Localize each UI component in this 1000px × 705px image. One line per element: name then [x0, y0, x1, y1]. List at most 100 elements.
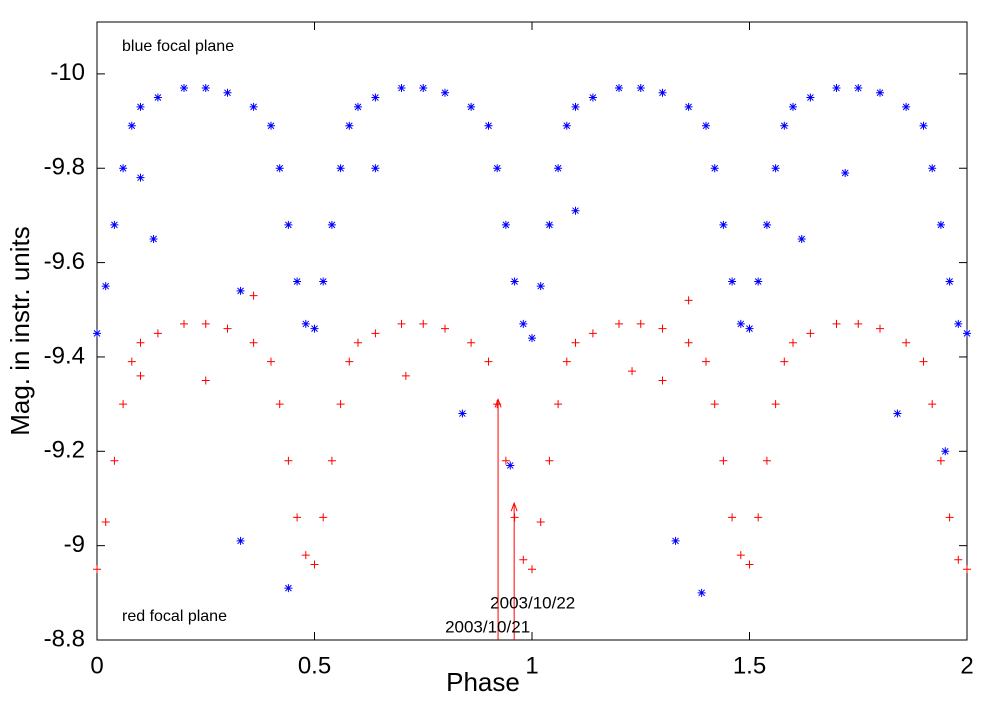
y-tick-label: -9.6	[44, 248, 85, 275]
data-point	[501, 456, 510, 465]
data-point	[249, 338, 258, 347]
data-point	[249, 291, 258, 300]
data-point	[588, 93, 597, 102]
data-point	[636, 319, 645, 328]
data-point	[275, 400, 284, 409]
data-point	[153, 93, 162, 102]
x-tick-label: 0	[90, 652, 103, 679]
data-point	[519, 319, 528, 328]
legend-label: blue focal plane	[122, 38, 234, 55]
data-point	[284, 220, 293, 229]
data-point	[119, 400, 128, 409]
data-point	[441, 88, 449, 97]
data-point	[519, 555, 528, 564]
data-point	[180, 84, 188, 93]
data-point	[928, 400, 937, 409]
y-tick-label: -9.8	[44, 154, 85, 181]
data-point	[571, 206, 580, 215]
data-point	[684, 296, 693, 305]
data-point	[832, 319, 841, 328]
data-point	[719, 220, 728, 229]
data-point	[671, 536, 680, 545]
data-point	[945, 277, 954, 286]
data-point	[223, 88, 232, 97]
arrow-head	[494, 397, 502, 408]
data-point	[136, 338, 145, 347]
data-point	[345, 357, 354, 366]
data-point	[928, 164, 937, 173]
data-point	[941, 447, 950, 456]
data-point	[336, 400, 345, 409]
data-point	[736, 551, 745, 560]
data-point	[441, 324, 449, 333]
data-point	[736, 319, 745, 328]
data-point	[419, 84, 428, 93]
y-tick-label: -9	[64, 531, 85, 558]
y-tick-label: -9.2	[44, 437, 85, 464]
data-point	[702, 357, 710, 366]
data-point	[745, 560, 754, 569]
data-point	[719, 456, 728, 465]
data-point	[180, 319, 188, 328]
data-point	[554, 164, 563, 173]
data-point	[284, 456, 293, 465]
data-point	[136, 371, 145, 380]
data-point	[301, 551, 310, 560]
data-point	[110, 220, 119, 229]
data-point	[371, 93, 380, 102]
data-point	[458, 409, 467, 418]
data-point	[658, 324, 667, 333]
data-point	[615, 319, 623, 328]
data-point	[528, 565, 536, 574]
data-point	[697, 588, 706, 597]
data-point	[754, 513, 763, 522]
data-point	[545, 220, 554, 229]
data-point	[493, 164, 502, 173]
data-point	[467, 102, 476, 111]
data-point	[301, 319, 310, 328]
data-point	[371, 329, 380, 338]
data-point	[841, 168, 850, 177]
data-point	[127, 121, 136, 130]
data-point	[319, 277, 328, 286]
data-point	[562, 357, 571, 366]
data-point	[762, 456, 771, 465]
data-point	[510, 277, 519, 286]
data-point	[728, 513, 737, 522]
data-point	[101, 518, 110, 527]
data-point	[545, 456, 554, 465]
data-point	[354, 338, 362, 347]
data-point	[684, 338, 693, 347]
data-point	[136, 102, 145, 111]
data-point	[762, 220, 771, 229]
data-point	[484, 121, 493, 130]
arrow-head	[510, 501, 518, 512]
y-axis-label: Mag. in instr. units	[5, 226, 35, 436]
data-point	[919, 357, 928, 366]
data-point	[397, 84, 406, 93]
data-point	[484, 357, 493, 366]
data-point	[93, 329, 101, 338]
data-point	[780, 121, 789, 130]
data-point	[110, 456, 119, 465]
legend-label: red focal plane	[122, 608, 227, 625]
x-tick-label: 1	[525, 652, 538, 679]
data-point	[136, 173, 145, 182]
data-point	[876, 324, 884, 333]
data-point	[588, 329, 597, 338]
x-tick-label: 2	[960, 652, 973, 679]
data-point	[684, 102, 693, 111]
data-point	[506, 461, 515, 470]
data-point	[945, 513, 954, 522]
data-point	[797, 235, 806, 244]
data-point	[201, 376, 210, 385]
data-point	[93, 565, 101, 574]
data-point	[310, 324, 319, 333]
data-point	[702, 121, 710, 130]
x-tick-label: 0.5	[298, 652, 331, 679]
data-point	[327, 456, 336, 465]
data-point	[789, 338, 797, 347]
data-point	[293, 277, 302, 286]
data-point	[397, 319, 406, 328]
